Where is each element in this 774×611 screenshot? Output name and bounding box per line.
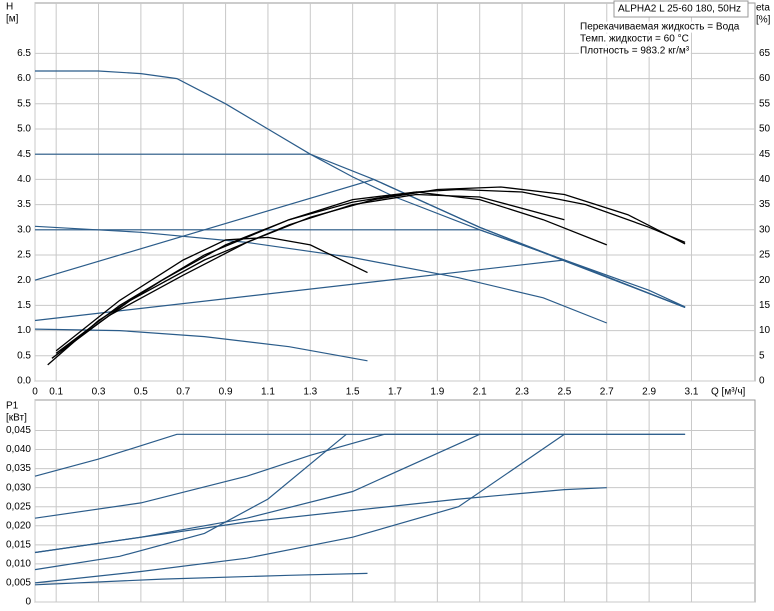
x-tick-label: 0.3 [92,387,106,398]
y-tick-label: 0,015 [6,539,31,550]
y-tick-label: 3.5 [17,199,31,210]
x-tick-label: 2.9 [642,387,656,398]
x-tick-label: 0.9 [219,387,233,398]
annotation: Плотность = 983.2 кг/м³ [580,46,690,57]
curve [55,191,608,354]
y2-tick-label: 25 [759,250,771,261]
y-tick-label: 0,030 [6,482,31,493]
x-tick-label: 2.3 [515,387,529,398]
y2-label: eta [756,3,770,14]
y2-tick-label: 45 [759,149,771,160]
y2-tick-label: 15 [759,300,771,311]
y-tick-label: 0,005 [6,578,31,589]
x-tick-label: 1.7 [388,387,402,398]
y-tick-label: 0,045 [6,425,31,436]
y-tick-label: 0.5 [17,350,31,361]
x-tick-label: 1.3 [303,387,317,398]
curve [34,178,686,308]
x-tick-label: 1.1 [261,387,275,398]
y-tick-label: 4.5 [17,149,31,160]
y-tick-label: 0 [25,597,31,608]
curve [34,259,565,322]
y-tick-label: 2.5 [17,250,31,261]
x-tick-label: 0 [32,387,38,398]
annotation-bg [579,21,741,33]
annotation-bg [579,33,690,45]
y-tick-label: 0,040 [6,444,31,455]
y2-tick-label: 10 [759,325,771,336]
curve [34,572,368,586]
annotation: Темп. жидкости = 60 °C [580,34,689,45]
y2-tick-label: 5 [759,350,765,361]
y-unit: [м] [6,14,19,25]
y-tick-label: 0,025 [6,501,31,512]
x-tick-label: 1.5 [346,387,360,398]
y-tick-label: 5.0 [17,124,31,135]
y-tick-label: 6.0 [17,73,31,84]
y-tick-label: 1.5 [17,300,31,311]
y-unit: [кВт] [6,413,27,424]
curve [34,487,607,554]
y2-tick-label: 35 [759,199,771,210]
y-label: P1 [6,401,19,412]
y-tick-label: 2.0 [17,275,31,286]
x-tick-label: 2.1 [473,387,487,398]
curve [34,225,608,324]
y2-tick-label: 20 [759,275,771,286]
y2-unit: [%] [756,15,771,26]
y-tick-label: 1.0 [17,325,31,336]
curve [60,193,565,352]
chart-title: ALPHA2 L 25-60 180, 50Hz [618,4,741,15]
y-tick-label: 3.0 [17,224,31,235]
y2-tick-label: 55 [759,98,771,109]
x-tick-label: 0.7 [176,387,190,398]
y-tick-label: 0.0 [17,376,31,387]
annotation: Перекачиваемая жидкость = Вода [580,22,740,33]
x-tick-label: 0.5 [134,387,148,398]
y-tick-label: 0,010 [6,559,31,570]
y-tick-label: 6.5 [17,48,31,59]
title-box [613,0,749,18]
y2-tick-label: 0 [759,376,765,387]
y-tick-label: 0,020 [6,520,31,531]
curve [51,186,686,359]
y-label: H [6,2,13,13]
y-tick-label: 5.5 [17,98,31,109]
y2-tick-label: 65 [759,48,771,59]
y-tick-label: 0,035 [6,463,31,474]
y2-tick-label: 30 [759,224,771,235]
curve [55,236,368,352]
curve [34,433,347,571]
curve [34,433,565,584]
y-tick-label: 4.0 [17,174,31,185]
curve [34,328,368,362]
x-tick-label: 2.5 [557,387,571,398]
x-tick-label: 0.1 [49,387,63,398]
x-label: Q [м³/ч] [711,387,746,398]
annotation-bg [579,45,691,57]
curve [34,433,686,519]
y2-tick-label: 50 [759,124,771,135]
x-tick-label: 1.9 [430,387,444,398]
y2-tick-label: 40 [759,174,771,185]
x-tick-label: 2.7 [600,387,614,398]
x-tick-label: 3.1 [685,387,699,398]
y2-tick-label: 60 [759,73,771,84]
